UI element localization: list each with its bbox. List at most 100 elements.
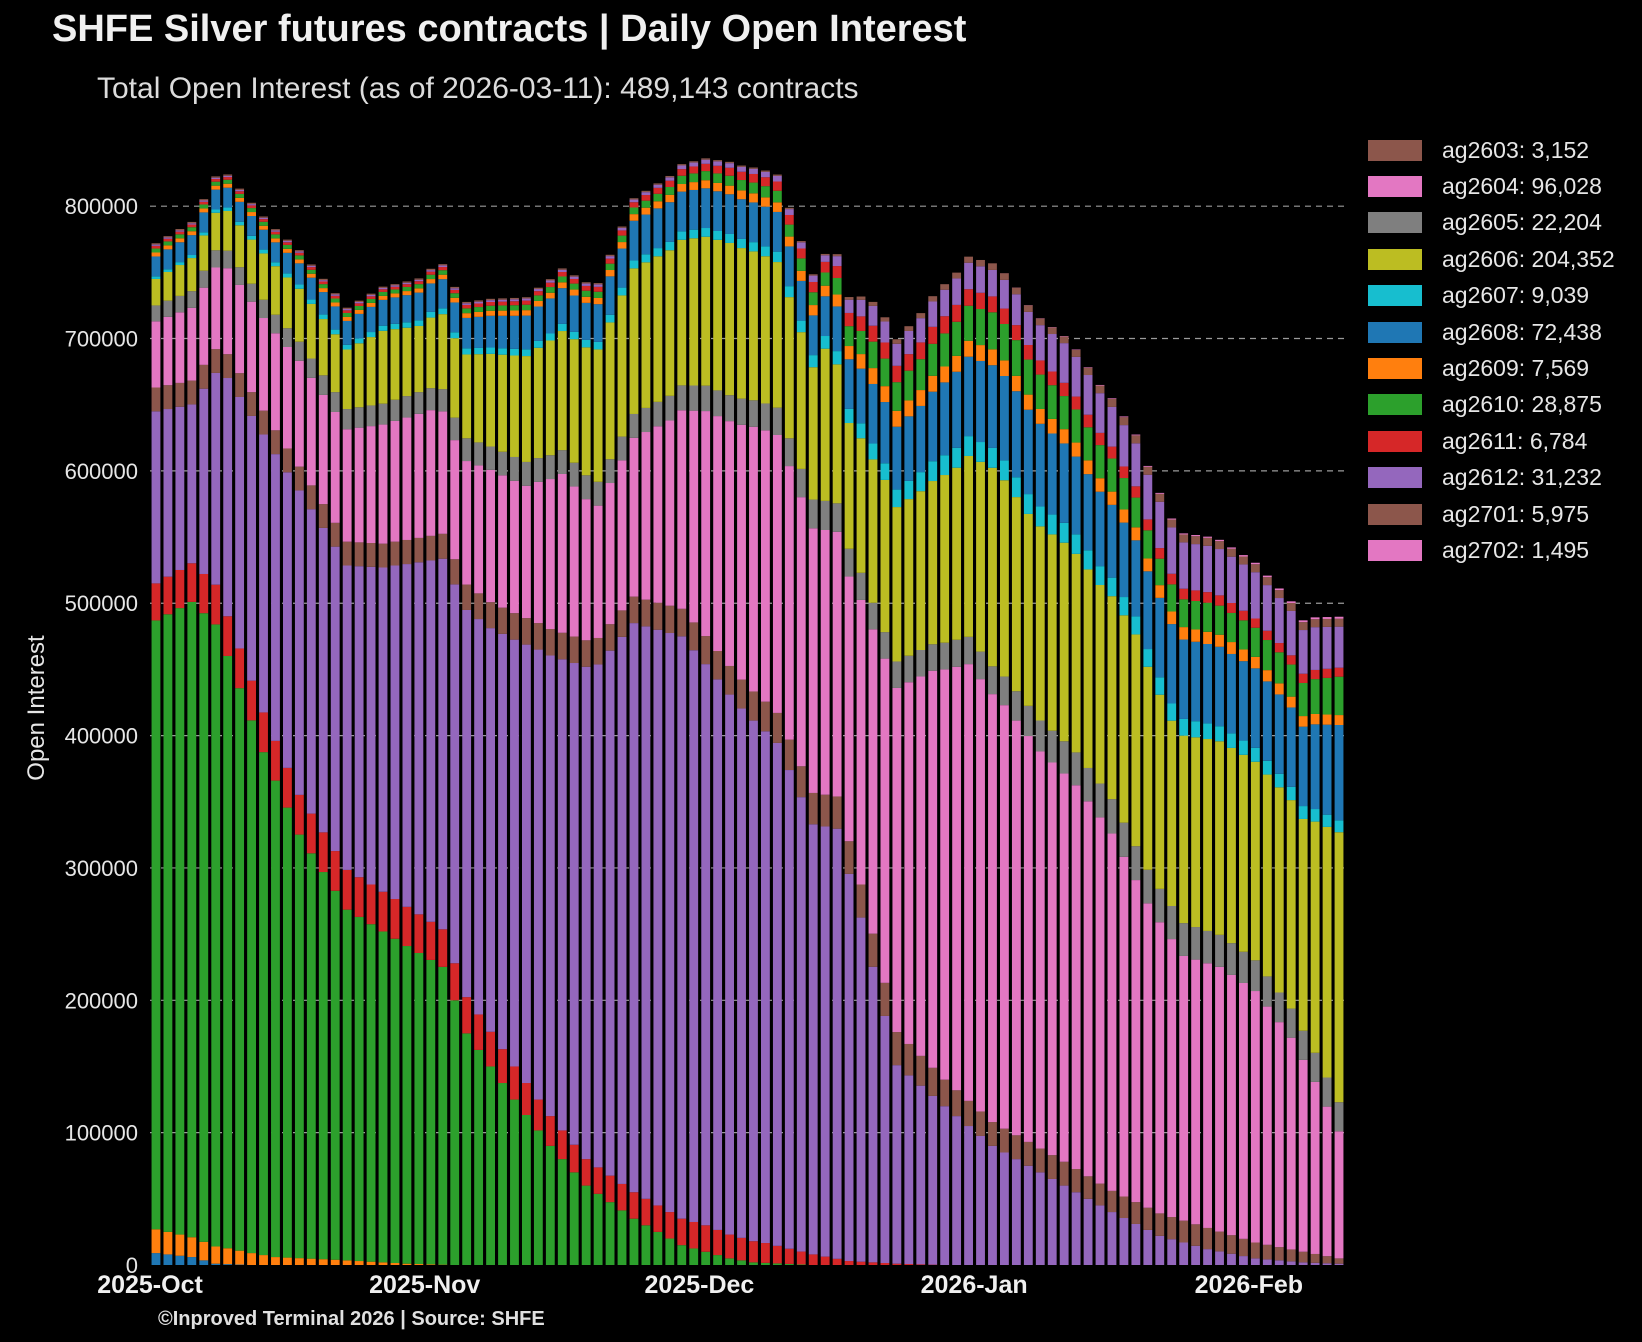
bar-segment-ag2604 [1011,1159,1021,1265]
bar-segment-ag2606 [1131,880,1141,1203]
bar-segment-ag2610 [354,313,364,339]
bar-segment-ag2605 [1035,1148,1045,1173]
bar-segment-ag2605 [366,543,376,567]
bar-segment-ag2701 [533,291,543,296]
bar-segment-ag2605 [426,535,436,561]
bar-segment-ag2604 [856,917,866,1262]
bar-segment-ag2704 [1262,575,1272,578]
bar-segment-ag2604 [617,636,627,1184]
bar-segment-ag2604 [808,824,818,1255]
bar-segment-ag2610 [462,317,472,349]
bar-segment-ag2607 [1035,720,1045,752]
bar-segment-ag2701 [1239,610,1248,621]
bar-segment-ag2609 [737,238,746,249]
bar-segment-ag2603 [832,1258,842,1265]
bar-segment-ag2608 [964,455,973,637]
bar-segment-ag2606 [318,394,328,505]
bar-segment-ag2702 [1131,443,1141,487]
bar-segment-ag2703 [1227,548,1236,557]
bar-segment-ag2606 [1000,705,1009,1129]
bar-segment-ag2606 [1310,1081,1320,1254]
bar-segment-ag2607 [450,417,460,441]
legend-swatch [1368,503,1422,525]
bar-segment-ag2602 [701,1251,711,1265]
bar-segment-ag2612 [653,193,663,202]
bar-segment-ag2702 [880,321,890,343]
bar-segment-ag2604 [952,1116,962,1265]
bar-segment-ag2703 [868,301,878,306]
bar-segment-ag2608 [916,491,926,650]
bar-segment-ag2607 [426,388,436,411]
bar-segment-ag2605 [1095,1183,1105,1206]
bar-segment-ag2701 [1274,643,1284,653]
bar-segment-ag2612 [593,291,603,298]
bar-segment-ag2702 [533,289,543,292]
bar-segment-ag2612 [1083,427,1093,461]
x-tick-label: 2025-Nov [369,1271,480,1299]
bar-segment-ag2608 [1143,666,1153,870]
bar-segment-ag2607 [462,438,472,462]
bar-segment-ag2602 [593,1193,603,1265]
bar-segment-ag2605 [1107,1190,1117,1213]
bar-segment-ag2601 [271,1257,280,1265]
bar-segment-ag2604 [522,644,531,1084]
legend-item: ag2603: 3,152 [1368,132,1638,168]
bar-segment-ag2603 [318,832,328,873]
bar-segment-ag2608 [1000,480,1009,677]
bar-segment-ag2702 [820,255,830,262]
bar-segment-ag2701 [390,286,400,290]
bar-segment-ag2702 [892,343,902,366]
bar-segment-ag2608 [330,334,340,393]
bar-segment-ag2606 [1179,955,1189,1221]
bar-segment-ag2608 [761,256,770,404]
bar-segment-ag2603 [593,1167,603,1194]
bar-segment-ag2604 [880,1015,890,1264]
bar-segment-ag2701 [283,242,292,245]
bar-segment-ag2606 [1298,1059,1308,1252]
bar-segment-ag2603 [916,1264,926,1265]
legend-swatch [1368,321,1422,343]
bar-segment-ag2608 [1227,747,1236,944]
bar-segment-ag2703 [1107,398,1117,407]
bar-segment-ag2609 [1310,809,1320,822]
bar-segment-ag2609 [689,229,699,239]
bar-segment-ag2604 [581,666,591,1160]
legend-item: ag2606: 204,352 [1368,241,1638,277]
bar-segment-ag2610 [522,315,531,350]
bar-segment-ag2609 [1179,718,1189,736]
bar-segment-ag2605 [569,636,579,664]
bar-segment-ag2609 [1239,740,1248,755]
bar-segment-ag2607 [1334,1102,1344,1132]
bar-segment-ag2607 [832,503,842,532]
bar-segment-ag2702 [306,265,316,268]
legend-item: ag2605: 22,204 [1368,205,1638,241]
bar-segment-ag2605 [796,766,806,798]
bar-segment-ag2607 [545,455,555,480]
bar-segment-ag2703 [450,286,460,289]
bar-segment-ag2604 [390,565,400,900]
bar-segment-ag2604 [187,404,197,564]
bar-segment-ag2604 [283,472,292,768]
bar-segment-ag2609 [916,472,926,492]
bar-segment-ag2605 [187,380,197,405]
bar-segment-ag2611 [1250,656,1260,669]
bar-segment-ag2607 [1095,783,1105,818]
bar-segment-ag2703 [940,284,950,290]
bar-segment-ag2605 [271,430,280,455]
bar-segment-ag2607 [868,602,878,630]
bar-segment-ag2703 [175,229,185,231]
bar-segment-ag2702 [1191,544,1201,591]
bar-segment-ag2608 [557,331,567,451]
bar-segment-ag2701 [1191,590,1201,602]
bar-segment-ag2701 [1143,519,1153,531]
bar-segment-ag2703 [1023,305,1033,312]
bar-segment-ag2703 [856,296,866,300]
bar-segment-ag2606 [510,480,519,614]
bar-segment-ag2704 [1310,617,1320,620]
bar-segment-ag2609 [462,348,472,355]
bar-segment-ag2611 [569,289,579,296]
bar-segment-ag2611 [306,273,316,278]
bar-segment-ag2606 [390,420,400,542]
bar-segment-ag2703 [223,174,233,176]
legend-value: 31,232 [1525,464,1602,491]
